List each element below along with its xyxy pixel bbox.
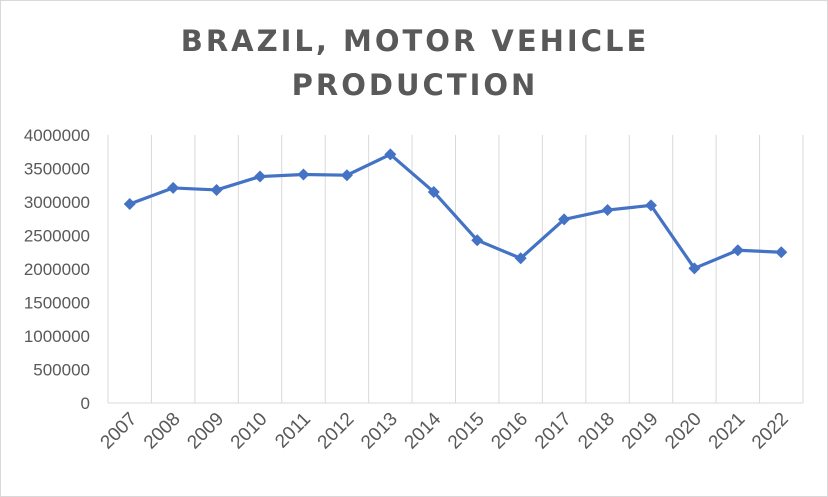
data-point-marker <box>471 234 484 247</box>
y-tick-label: 3000000 <box>24 193 90 212</box>
x-tick-label: 2013 <box>357 409 402 454</box>
data-point-marker <box>601 204 614 217</box>
x-tick-label: 2014 <box>401 408 446 453</box>
data-point-marker <box>775 246 788 259</box>
data-point-marker <box>123 198 136 211</box>
x-tick-label: 2015 <box>444 409 489 454</box>
x-tick-label: 2011 <box>271 409 315 453</box>
data-point-marker <box>731 244 744 257</box>
gridlines <box>107 135 804 404</box>
x-tick-label: 2007 <box>97 409 142 454</box>
y-tick-label: 4000000 <box>24 126 90 145</box>
x-tick-label: 2009 <box>183 409 228 454</box>
x-tick-label: 2021 <box>705 409 750 454</box>
data-point-marker <box>340 169 353 182</box>
y-tick-label: 3500000 <box>24 160 90 179</box>
data-point-marker <box>427 185 440 198</box>
data-point-marker <box>558 213 571 226</box>
series-line <box>129 152 782 270</box>
y-tick-label: 1000000 <box>24 327 90 346</box>
y-tick-label: 500000 <box>33 361 90 380</box>
data-point-marker <box>514 252 527 265</box>
data-point-marker <box>688 262 701 275</box>
series-group <box>123 148 788 275</box>
data-point-marker <box>297 168 310 181</box>
x-tick-label: 2017 <box>531 409 576 454</box>
data-point-marker <box>210 183 223 196</box>
x-tick-label: 2019 <box>618 409 663 454</box>
x-tick-label: 2010 <box>227 409 272 454</box>
data-point-marker <box>384 148 397 161</box>
x-tick-label: 2012 <box>314 409 359 454</box>
chart-title: BRAZIL, MOTOR VEHICLE PRODUCTION <box>180 24 650 102</box>
data-point-marker <box>167 181 180 194</box>
x-tick-label: 2016 <box>487 409 532 454</box>
y-tick-label: 0 <box>81 394 90 413</box>
x-tick-label: 2022 <box>748 409 793 454</box>
y-axis: 0 500000 1000000 1500000 2000000 2500000 30000… <box>24 126 90 413</box>
x-tick-label: 2020 <box>661 409 706 454</box>
y-tick-label: 1500000 <box>24 294 90 313</box>
y-tick-label: 2000000 <box>24 260 90 279</box>
y-tick-label: 2500000 <box>24 227 90 246</box>
x-tick-label: 2018 <box>574 409 619 454</box>
x-tick-label: 2008 <box>140 409 185 454</box>
data-point-marker <box>254 170 267 183</box>
data-point-marker <box>644 199 657 212</box>
